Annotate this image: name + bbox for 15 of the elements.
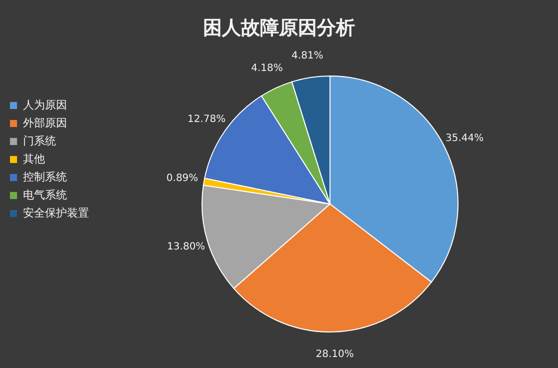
legend-label: 门系统: [23, 134, 56, 148]
data-label: 28.10%: [316, 348, 354, 360]
data-label: 12.78%: [188, 114, 226, 125]
legend-label: 电气系统: [23, 188, 67, 202]
legend-label: 其他: [23, 152, 45, 166]
legend-label: 安全保护装置: [23, 206, 89, 220]
data-label: 13.80%: [167, 241, 206, 252]
legend-label: 控制系统: [23, 170, 67, 184]
data-label: 0.89%: [166, 172, 198, 184]
chart-title: 困人故障原因分析: [203, 17, 355, 39]
legend-label: 人为原因: [23, 98, 67, 112]
data-label: 35.44%: [446, 132, 484, 144]
data-label: 4.18%: [251, 62, 283, 74]
data-label: 4.81%: [292, 50, 324, 62]
legend-label: 外部原因: [23, 116, 67, 130]
